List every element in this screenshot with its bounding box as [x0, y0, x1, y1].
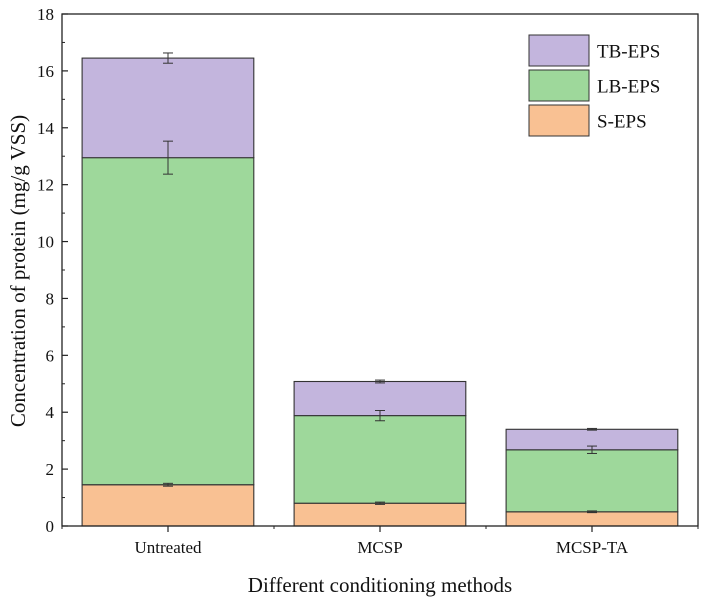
legend-swatch [528, 69, 590, 102]
y-axis: 0 2 4 6 8 10 12 14 16 18 [37, 5, 68, 536]
y-tick-label: 2 [46, 460, 55, 479]
y-tick-label: 0 [46, 517, 55, 536]
bars-layer [81, 57, 679, 527]
error-bar-lb-eps-mcsp-ta [587, 445, 597, 454]
y-tick-label: 8 [46, 289, 55, 308]
legend-label: S-EPS [597, 112, 647, 133]
bar-lb-eps-untreated [81, 157, 255, 486]
legend-swatch [528, 104, 590, 137]
bar-lb-eps-mcsp [293, 415, 467, 504]
error-bar-s-eps-mcsp-ta [587, 510, 597, 514]
y-axis-title: Concentration of protein (mg/g VSS) [6, 115, 30, 427]
y-tick-label: 16 [37, 62, 54, 81]
bar-s-eps-mcsp-ta [505, 511, 679, 527]
x-axis: Untreated MCSP MCSP-TA [61, 526, 699, 557]
x-tick-label: Untreated [134, 538, 202, 557]
legend-item-s-eps: S-EPS [528, 104, 647, 137]
bar-s-eps-mcsp [293, 502, 467, 527]
legend-item-tb-eps: TB-EPS [528, 34, 660, 67]
legend-label: LB-EPS [597, 77, 660, 98]
bar-lb-eps-mcsp-ta [505, 449, 679, 513]
y-tick-label: 12 [37, 176, 54, 195]
y-tick-label: 4 [46, 403, 55, 422]
legend-item-lb-eps: LB-EPS [528, 69, 660, 102]
legend-label: TB-EPS [597, 42, 660, 63]
y-tick-label: 6 [46, 346, 55, 365]
bar-s-eps-untreated [81, 484, 255, 527]
error-bar-tb-eps-untreated [163, 52, 173, 64]
x-tick-label: MCSP [357, 538, 402, 557]
error-bar-lb-eps-mcsp [375, 410, 385, 422]
y-tick-label: 18 [37, 5, 54, 24]
error-bar-s-eps-mcsp [375, 501, 385, 505]
legend: TB-EPS LB-EPS S-EPS [528, 34, 660, 137]
error-bar-tb-eps-mcsp [375, 379, 385, 384]
y-tick-label: 10 [37, 233, 54, 252]
legend-swatch [528, 34, 590, 67]
error-bars-layer [163, 52, 597, 514]
y-tick-label: 14 [37, 119, 55, 138]
error-bar-lb-eps-untreated [163, 140, 173, 175]
error-bar-s-eps-untreated [163, 482, 173, 487]
x-tick-label: MCSP-TA [556, 538, 629, 557]
error-bar-tb-eps-mcsp-ta [587, 427, 597, 431]
x-axis-title: Different conditioning methods [248, 573, 512, 597]
